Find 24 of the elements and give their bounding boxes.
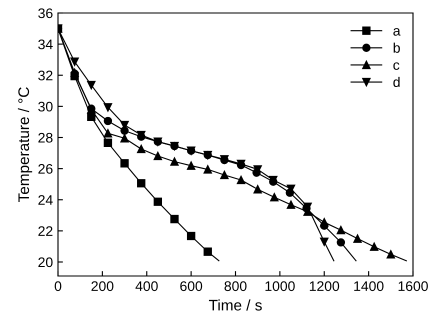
x-tick-label: 1400: [354, 281, 384, 292]
y-tick-label: 36: [38, 8, 53, 18]
x-tick-label: 200: [91, 281, 114, 292]
y-tick-label: 32: [38, 70, 52, 80]
y-tick-label: 30: [38, 102, 53, 112]
legend-label: a: [393, 28, 400, 36]
x-tick-label: 1600: [398, 281, 428, 292]
legend-label: b: [394, 42, 400, 53]
y-tick-label: 28: [38, 132, 53, 143]
y-tick-label: 22: [38, 226, 52, 236]
y-tick-label: 34: [38, 39, 53, 50]
x-tick-label: 800: [224, 281, 247, 292]
y-tick-label: 20: [38, 257, 53, 268]
x-tick-label: 1200: [310, 281, 340, 292]
x-tick-label: 400: [135, 281, 158, 292]
y-tick-label: 26: [38, 164, 53, 174]
y-axis-title: Temperature / °C: [18, 87, 32, 202]
legend-label: c: [393, 62, 400, 70]
y-tick-label: 24: [38, 195, 53, 205]
legend-label: d: [393, 76, 400, 88]
x-tick-label: 1000: [265, 281, 295, 292]
x-tick-label: 600: [180, 281, 202, 292]
x-tick-label: 0: [54, 281, 62, 292]
x-axis-title: Time / s: [208, 299, 262, 311]
